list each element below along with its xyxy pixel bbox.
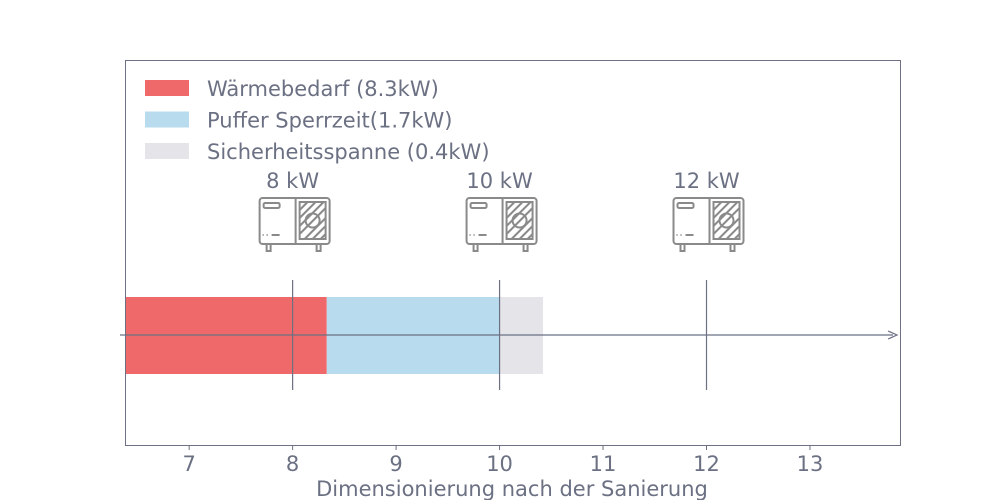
legend: Wärmebedarf (8.3kW) Puffer Sperrzeit(1.7k…	[145, 77, 490, 164]
heat-pump-icon	[672, 197, 745, 252]
heat-pump-icon	[258, 197, 331, 252]
capacity-label: 12 kW	[673, 169, 740, 193]
x-tick-label: 11	[590, 452, 617, 476]
legend-label: Puffer Sperrzeit(1.7kW)	[207, 109, 453, 133]
legend-swatch	[145, 111, 189, 128]
x-tick-label: 9	[389, 452, 402, 476]
x-axis-label: Dimensionierung nach der Sanierung	[316, 477, 708, 500]
legend-label: Sicherheitsspanne (0.4kW)	[207, 140, 490, 164]
x-tick-label: 7	[182, 452, 195, 476]
plot-frame	[125, 60, 901, 446]
capacity-label: 8 kW	[266, 169, 319, 193]
legend-label: Wärmebedarf (8.3kW)	[207, 77, 439, 101]
legend-swatch	[145, 80, 189, 96]
heat-pump-icon	[465, 197, 538, 252]
x-tick-label: 13	[797, 452, 824, 476]
x-tick-label: 8	[286, 452, 299, 476]
x-tick-label: 12	[693, 452, 720, 476]
axis-arrow-head	[887, 330, 899, 340]
legend-swatch	[145, 143, 189, 159]
x-tick-label: 10	[486, 452, 513, 476]
capacity-label: 10 kW	[466, 169, 533, 193]
